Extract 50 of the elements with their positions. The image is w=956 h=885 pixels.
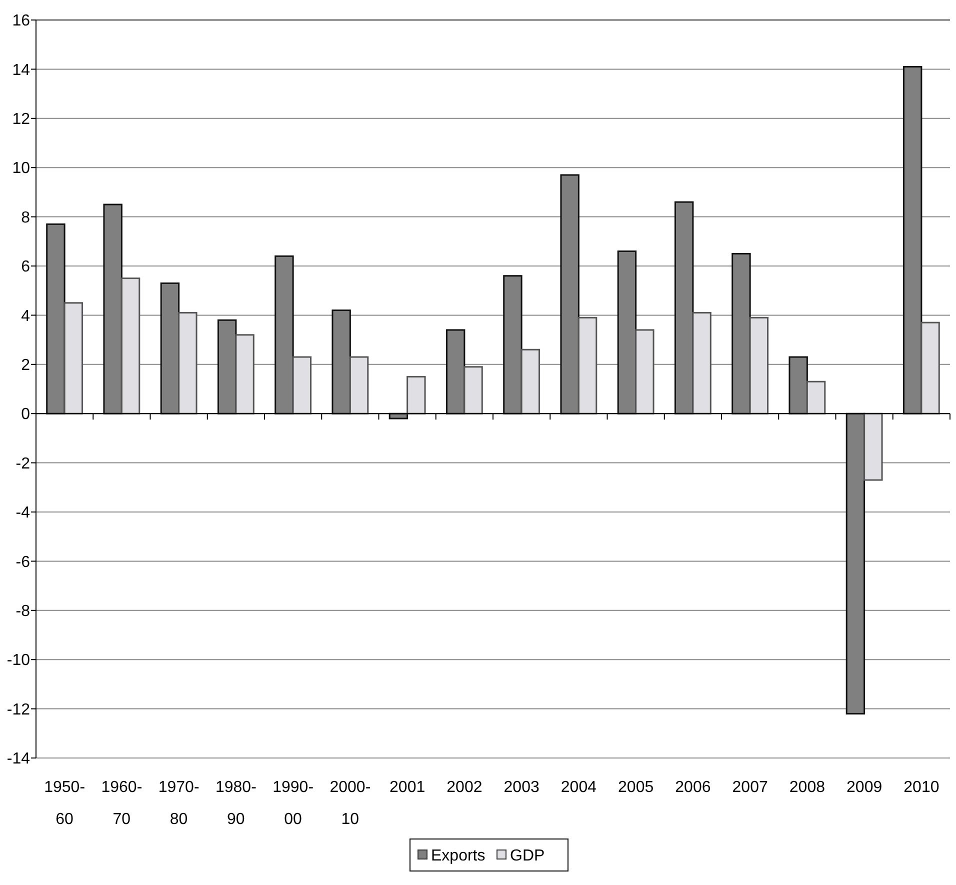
legend-label: GDP — [510, 848, 545, 865]
x-tick-label: 2010 — [904, 779, 940, 796]
bar — [864, 412, 883, 481]
y-tick-label: -14 — [6, 750, 30, 768]
y-tick-label: 8 — [21, 209, 30, 226]
bar — [806, 380, 826, 414]
y-tick-label: -12 — [6, 701, 30, 718]
y-tick-label: 6 — [21, 258, 30, 276]
x-tick-label: 2000-10 — [330, 779, 371, 828]
x-tick-label: 2002 — [446, 779, 482, 796]
bar — [235, 334, 254, 414]
x-tick-label: 2007 — [732, 779, 768, 796]
bar — [120, 278, 140, 414]
y-tick-label: -8 — [16, 603, 30, 620]
x-tick-label: 1980-90 — [215, 779, 256, 828]
x-tick-label: 1960-70 — [101, 779, 142, 828]
bar — [520, 348, 540, 414]
y-tick-label: -4 — [16, 504, 30, 522]
y-tick-label: 4 — [21, 308, 30, 325]
x-tick-label: 2006 — [675, 779, 711, 796]
y-tick-label: -10 — [6, 652, 30, 670]
y-tick-label: 12 — [12, 111, 30, 128]
y-tick-label: 16 — [12, 12, 30, 30]
y-tick-label: 0 — [21, 406, 30, 424]
bar — [578, 316, 598, 414]
x-tick-label: 1990-00 — [272, 779, 314, 828]
y-tick-label: 2 — [21, 357, 30, 374]
x-tick-label: 1950-60 — [44, 779, 86, 828]
bar — [406, 376, 426, 414]
bar — [349, 356, 369, 414]
bar — [464, 366, 483, 414]
y-tick-label: 10 — [12, 160, 30, 178]
bar — [178, 312, 198, 414]
bar — [292, 356, 312, 414]
y-tick-label: -2 — [16, 455, 30, 472]
y-tick-label: 14 — [12, 62, 30, 79]
bar — [692, 312, 712, 414]
bar — [920, 322, 940, 414]
x-tick-label: 2001 — [390, 779, 426, 796]
bar — [749, 316, 769, 414]
y-tick-label: -6 — [16, 554, 30, 571]
bar — [64, 302, 84, 414]
x-tick-label: 2003 — [504, 779, 540, 796]
x-tick-label: 2004 — [560, 779, 597, 796]
x-tick-label: 2008 — [789, 779, 826, 796]
bar — [635, 329, 654, 414]
x-tick-label: 2009 — [846, 779, 882, 796]
x-tick-label: 2005 — [618, 779, 654, 796]
legend-label: Exports — [431, 848, 486, 865]
x-tick-label: 1970-80 — [158, 779, 200, 828]
